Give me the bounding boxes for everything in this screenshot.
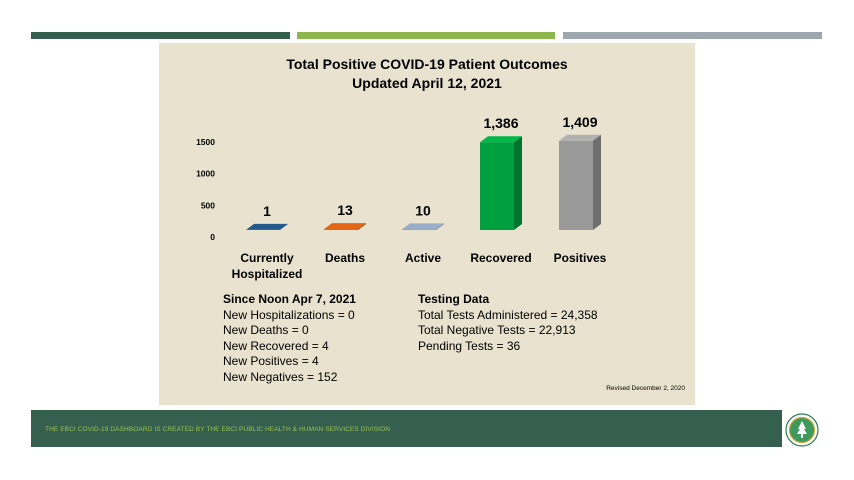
bar-front <box>324 229 358 230</box>
top-accent-bar-gray <box>563 32 822 39</box>
ebci-seal-icon <box>785 413 819 447</box>
bar-front <box>559 140 593 230</box>
bar-side <box>436 223 444 230</box>
bar-top <box>559 134 601 141</box>
bar-side <box>514 136 522 230</box>
top-accent-bar-light-green <box>297 32 555 39</box>
testing-data-line: Pending Tests = 36 <box>418 338 521 353</box>
since-noon-line: New Negatives = 152 <box>223 369 338 384</box>
bar-side <box>280 223 288 230</box>
category-label: Active <box>405 251 441 265</box>
bar-chart: 0 500 1000 1500 1 Currently Hospitalized 13 Deat… <box>196 114 607 281</box>
y-tick-label: 0 <box>210 232 215 242</box>
bar-top <box>402 223 444 230</box>
bar-top <box>324 223 366 230</box>
since-noon-line: New Deaths = 0 <box>223 323 309 337</box>
since-noon-line: New Hospitalizations = 0 <box>223 307 355 322</box>
data-label: 1 <box>263 203 271 219</box>
y-tick-label: 500 <box>201 200 215 210</box>
testing-data-line: Total Negative Tests = 22,913 <box>418 323 576 337</box>
since-noon-stats: Since Noon Apr 7, 2021 New Hospitalizati… <box>223 292 356 385</box>
y-tick-label: 1500 <box>196 137 215 147</box>
revised-note: Revised December 2, 2020 <box>606 385 685 392</box>
testing-data-header: Testing Data <box>418 292 490 306</box>
bar-side <box>358 223 366 230</box>
y-tick-label: 1000 <box>196 169 215 179</box>
footer-text: THE EBCI COVID-19 DASHBOARD IS CREATED B… <box>45 426 391 433</box>
since-noon-line: New Recovered = 4 <box>223 338 329 353</box>
chart-title: Total Positive COVID-19 Patient Outcomes <box>286 56 568 72</box>
category-label: Currently <box>240 251 294 265</box>
bar-front <box>402 229 436 230</box>
since-noon-header: Since Noon Apr 7, 2021 <box>223 292 356 306</box>
category-label: Positives <box>554 251 607 265</box>
data-label: 1,409 <box>562 114 597 130</box>
data-label: 10 <box>415 202 431 218</box>
data-label: 13 <box>337 202 353 218</box>
testing-data-line: Total Tests Administered = 24,358 <box>418 307 598 322</box>
bar-side <box>593 134 601 230</box>
data-label: 1,386 <box>483 115 518 131</box>
bar-front <box>480 142 514 230</box>
footer-banner: THE EBCI COVID-19 DASHBOARD IS CREATED B… <box>31 410 782 447</box>
category-label: Recovered <box>470 251 531 265</box>
bar-top <box>246 223 288 230</box>
category-label: Deaths <box>325 251 365 265</box>
category-label: Hospitalized <box>232 267 303 281</box>
since-noon-line: New Positives = 4 <box>223 354 319 368</box>
testing-data-stats: Testing Data Total Tests Administered = … <box>418 292 598 354</box>
chart-subtitle: Updated April 12, 2021 <box>352 75 502 91</box>
chart-panel: 0 500 1000 1500 1 Currently Hospitalized 13 Deat… <box>159 43 695 405</box>
top-accent-bar-dark-green <box>31 32 290 39</box>
bar-top <box>480 136 522 143</box>
